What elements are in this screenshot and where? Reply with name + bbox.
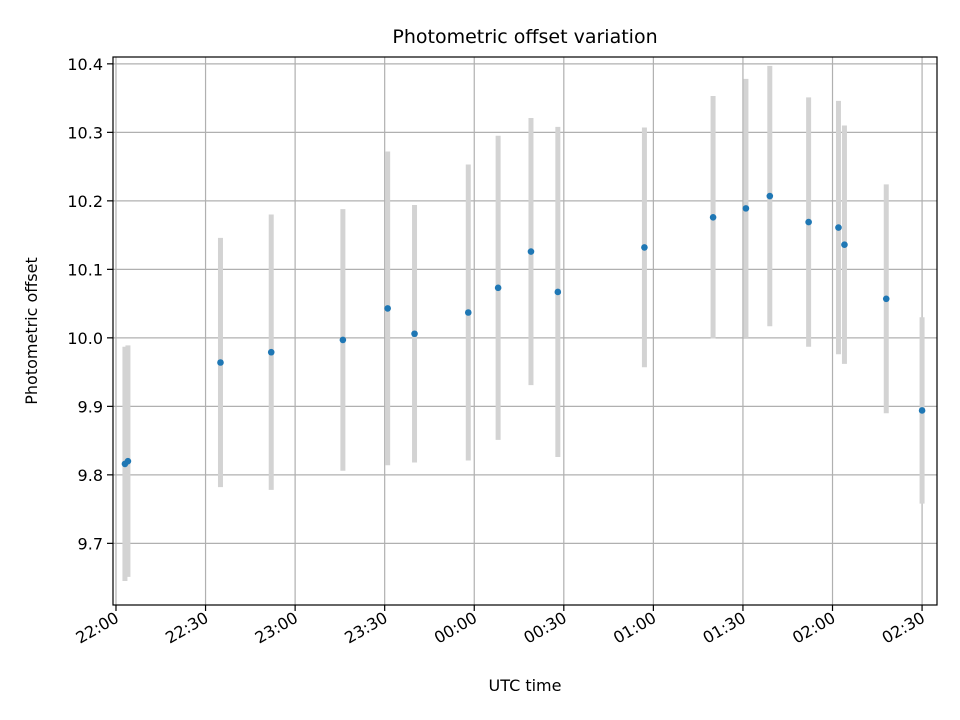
- x-axis-label: UTC time: [489, 676, 562, 695]
- data-point: [709, 213, 717, 221]
- data-point: [742, 205, 750, 212]
- y-axis-label: Photometric offset: [22, 257, 41, 405]
- data-point: [494, 284, 502, 292]
- x-tick-label: 00:30: [520, 608, 569, 648]
- error-bars: [122, 65, 925, 582]
- data-point: [841, 241, 848, 248]
- data-point: [339, 336, 347, 344]
- x-tick-label: 02:00: [789, 608, 838, 648]
- data-points: [121, 192, 926, 468]
- x-tick-label: 01:30: [700, 608, 749, 648]
- x-tick-label: 00:00: [431, 608, 480, 648]
- y-tick-label: 9.8: [78, 466, 103, 485]
- data-point: [641, 244, 648, 251]
- data-point: [124, 457, 132, 465]
- data-point: [411, 330, 418, 338]
- data-point: [527, 248, 535, 255]
- y-tick-label: 9.7: [78, 534, 103, 553]
- x-tick-label: 23:30: [341, 608, 390, 648]
- data-point: [882, 295, 890, 303]
- grid: [113, 57, 937, 605]
- data-point: [217, 359, 224, 366]
- x-tick-label: 22:00: [73, 608, 122, 648]
- x-tick-label: 22:30: [162, 608, 211, 648]
- data-point: [464, 309, 472, 316]
- y-axis-ticks: 9.7 9.8 9.9 10.0 10.1 10.2 10.3 10.4: [67, 55, 113, 553]
- chart-title: Photometric offset variation: [392, 26, 657, 48]
- data-point: [554, 288, 562, 296]
- y-tick-label: 10.4: [67, 55, 103, 74]
- data-point: [835, 224, 842, 231]
- y-tick-label: 10.2: [67, 192, 103, 211]
- y-tick-label: 10.0: [67, 329, 103, 348]
- data-point: [384, 305, 391, 312]
- data-point: [918, 407, 926, 414]
- data-point: [766, 192, 774, 200]
- data-point: [267, 348, 275, 356]
- y-tick-label: 10.1: [67, 260, 103, 279]
- plot-area-frame: [112, 56, 938, 606]
- y-tick-label: 10.3: [67, 123, 103, 142]
- data-point: [805, 218, 812, 226]
- x-axis-ticks: 22:00 22:30 23:00 23:30 00:00 00:30 01:00 01:30…: [73, 605, 928, 648]
- y-tick-label: 9.9: [78, 397, 103, 416]
- x-tick-label: 02:30: [879, 608, 928, 648]
- x-tick-label: 23:00: [252, 608, 301, 648]
- x-tick-label: 01:00: [610, 608, 659, 648]
